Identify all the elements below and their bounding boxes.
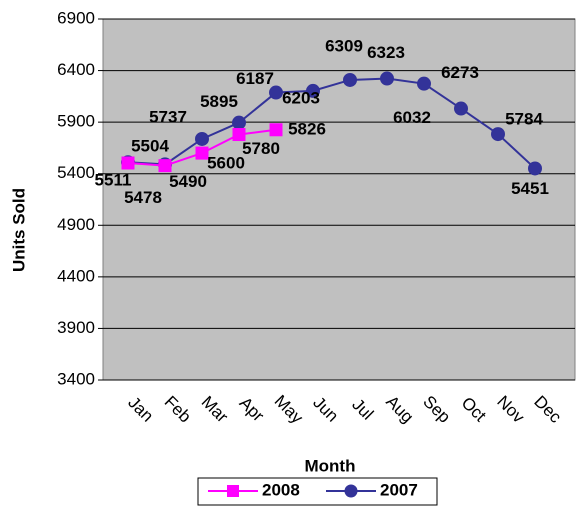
data-label: 6323 [367, 43, 405, 62]
x-tick-label: Feb [161, 392, 195, 426]
marker [232, 115, 246, 130]
x-tick-label: Sep [419, 392, 454, 427]
y-tick-label: 6400 [57, 60, 95, 79]
marker [417, 76, 431, 91]
y-axis-title: Units Sold [9, 188, 28, 272]
data-label: 5511 [95, 171, 132, 190]
x-tick-label: Dec [530, 392, 565, 427]
data-label: 5895 [200, 92, 238, 111]
x-tick-label: Jul [348, 395, 377, 424]
x-tick-label: Apr [236, 393, 268, 425]
data-label: 5780 [242, 139, 280, 158]
marker [195, 131, 209, 146]
data-label: 5737 [149, 107, 187, 126]
y-tick-label: 5400 [57, 163, 95, 182]
marker [232, 128, 246, 142]
marker [269, 123, 283, 137]
marker [343, 72, 357, 87]
data-label: 6273 [441, 63, 479, 82]
y-tick-label: 5900 [57, 112, 95, 131]
data-label: 6203 [282, 88, 320, 107]
legend-label: 2007 [380, 480, 418, 499]
x-tick-label: Oct [458, 393, 490, 425]
marker [306, 83, 320, 98]
x-tick-label: Nov [493, 392, 528, 427]
data-label: 5784 [505, 110, 543, 129]
data-label: 6309 [325, 36, 363, 55]
legend-label: 2008 [262, 480, 300, 499]
y-tick-label: 3900 [57, 318, 95, 337]
marker [158, 159, 172, 173]
y-tick-label: 3400 [57, 369, 95, 388]
y-tick-label: 4400 [57, 266, 95, 285]
data-label: 6187 [236, 69, 274, 88]
marker [269, 85, 283, 100]
x-tick-label: Mar [198, 392, 232, 426]
y-tick-label: 4900 [57, 215, 95, 234]
marker [454, 101, 468, 116]
x-axis-title: Month [305, 456, 356, 475]
x-tick-label: Jan [124, 393, 157, 426]
marker [380, 71, 394, 86]
x-tick-label: Jun [309, 393, 342, 426]
legend-marker [344, 484, 358, 498]
data-label: 5504 [131, 136, 169, 155]
marker [528, 161, 542, 176]
x-tick-label: Aug [382, 392, 417, 427]
marker [121, 156, 135, 170]
data-label: 6032 [393, 108, 431, 127]
data-label: 5451 [511, 179, 549, 198]
data-label: 5826 [288, 119, 326, 138]
data-label: 5478 [124, 188, 162, 207]
x-tick-label: May [271, 391, 307, 427]
data-label: 5490 [169, 172, 207, 191]
marker [195, 146, 209, 160]
y-tick-label: 6900 [57, 8, 95, 27]
marker [491, 127, 505, 142]
plot-area [102, 18, 576, 381]
series-line [127, 77, 536, 170]
data-label: 5600 [207, 154, 245, 173]
legend-marker [227, 485, 239, 497]
